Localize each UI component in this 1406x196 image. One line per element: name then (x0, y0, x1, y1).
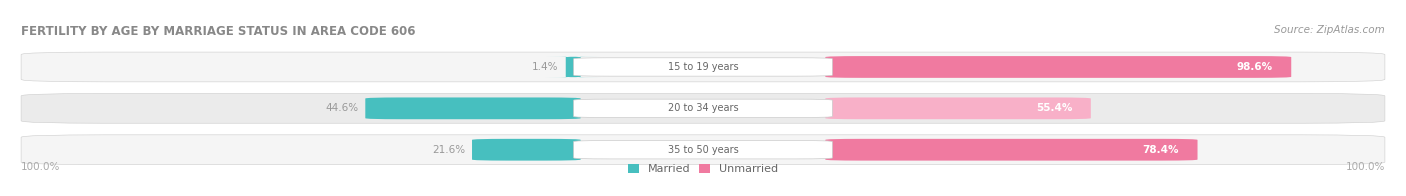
Text: 21.6%: 21.6% (432, 145, 465, 155)
Text: 100.0%: 100.0% (21, 162, 60, 172)
Text: 20 to 34 years: 20 to 34 years (668, 103, 738, 113)
Text: 15 to 19 years: 15 to 19 years (668, 62, 738, 72)
FancyBboxPatch shape (574, 58, 832, 76)
Legend: Married, Unmarried: Married, Unmarried (623, 160, 783, 179)
FancyBboxPatch shape (825, 139, 1198, 161)
Text: 55.4%: 55.4% (1036, 103, 1073, 113)
Text: FERTILITY BY AGE BY MARRIAGE STATUS IN AREA CODE 606: FERTILITY BY AGE BY MARRIAGE STATUS IN A… (21, 25, 416, 38)
Text: 35 to 50 years: 35 to 50 years (668, 145, 738, 155)
Text: 44.6%: 44.6% (325, 103, 359, 113)
FancyBboxPatch shape (574, 141, 832, 159)
FancyBboxPatch shape (472, 139, 581, 161)
FancyBboxPatch shape (825, 56, 1291, 78)
Text: Source: ZipAtlas.com: Source: ZipAtlas.com (1274, 25, 1385, 35)
Text: 1.4%: 1.4% (533, 62, 558, 72)
Text: 78.4%: 78.4% (1143, 145, 1180, 155)
FancyBboxPatch shape (366, 97, 581, 119)
FancyBboxPatch shape (546, 56, 600, 78)
FancyBboxPatch shape (574, 99, 832, 118)
FancyBboxPatch shape (21, 135, 1385, 165)
FancyBboxPatch shape (825, 97, 1091, 119)
FancyBboxPatch shape (21, 52, 1385, 82)
Text: 98.6%: 98.6% (1237, 62, 1272, 72)
Text: 100.0%: 100.0% (1346, 162, 1385, 172)
FancyBboxPatch shape (21, 93, 1385, 123)
